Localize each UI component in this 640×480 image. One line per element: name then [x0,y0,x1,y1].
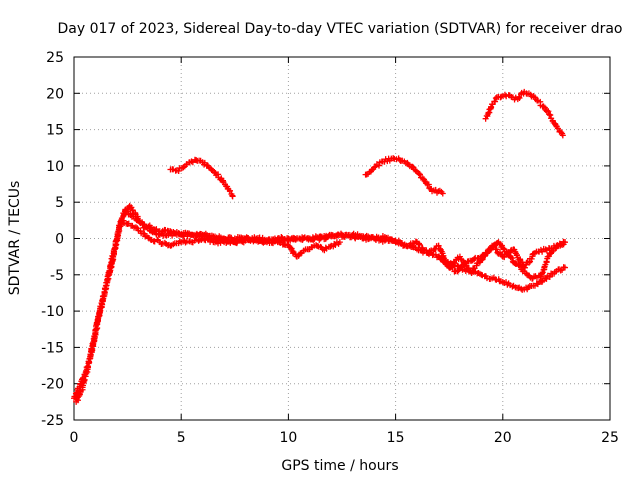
y-tick-label: 25 [46,50,64,66]
series-arc-2 [167,157,235,200]
y-tick-label: 0 [55,232,64,248]
y-tick-label: 10 [46,159,64,175]
y-tick-label: 5 [55,195,64,211]
x-tick-label: 0 [70,430,79,446]
trace-marker [417,172,423,178]
y-tick-label: -10 [41,304,64,320]
y-tick-label: -20 [41,377,64,393]
y-tick-label: -5 [50,268,64,284]
x-tick-label: 5 [177,430,186,446]
series-arc-4 [483,89,566,139]
x-tick-label: 20 [494,430,512,446]
data-points [71,89,568,405]
y-tick-label: -15 [41,340,64,356]
y-axis-label: SDTVAR / TECUs [7,181,23,296]
series-arc-3 [363,155,446,196]
sdtvar-chart: 0 5 10 15 20 25 -25 -20 -15 -10 -5 0 5 10 15 20 25 Day 0… [0,0,640,480]
chart-title: Day 017 of 2023, Sidereal Day-to-day VTE… [57,21,622,37]
y-tick-label: 20 [46,86,64,102]
x-tick-label: 10 [279,430,297,446]
x-tick-label: 25 [601,430,619,446]
x-axis-label: GPS time / hours [281,458,398,474]
x-tick-label: 15 [387,430,405,446]
y-tick-label: 15 [46,123,64,139]
y-tick-label: -25 [41,413,64,429]
